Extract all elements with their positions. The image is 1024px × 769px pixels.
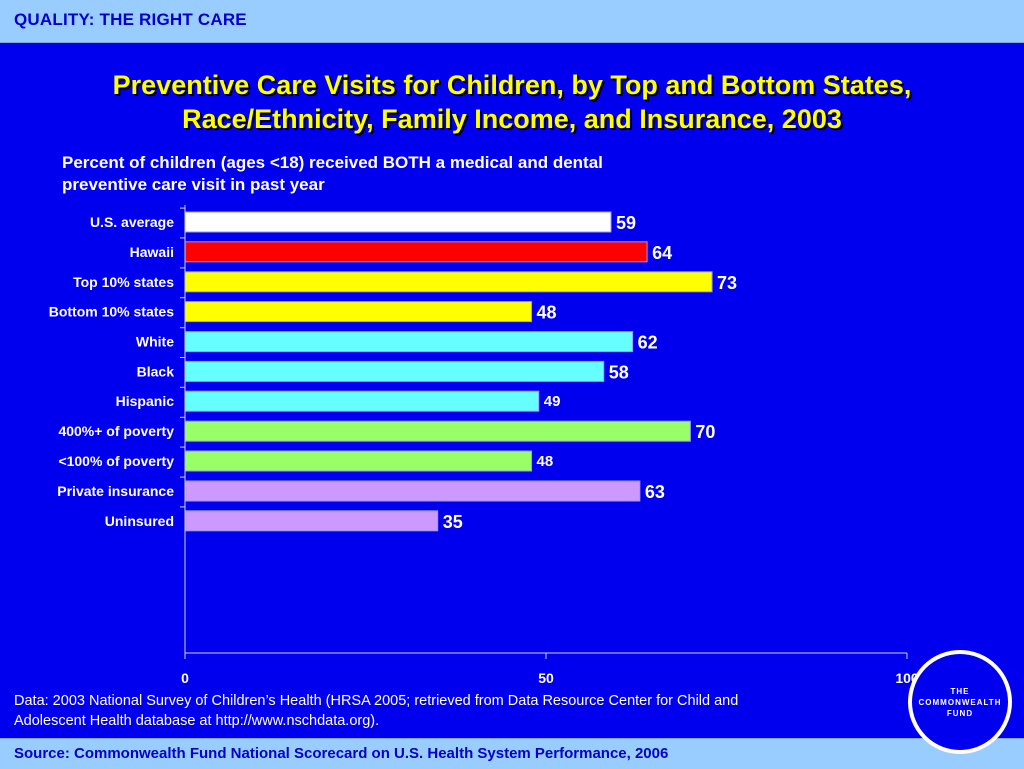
category-label: Hawaii [130, 244, 174, 260]
value-label: 73 [717, 273, 737, 293]
value-label: 48 [537, 303, 557, 323]
value-label: 63 [645, 482, 665, 502]
chart-title: Preventive Care Visits for Children, by … [112, 70, 912, 134]
commonwealth-fund-logo: THE COMMONWEALTH FUND [908, 650, 1012, 754]
category-label: Hispanic [116, 393, 175, 409]
bar-9 [184, 480, 641, 502]
category-label: Black [137, 363, 175, 379]
data-note: Data: 2003 National Survey of Children’s… [14, 693, 739, 729]
bar-8 [184, 450, 533, 472]
category-label: 400%+ of poverty [58, 423, 174, 439]
category-label: U.S. average [90, 214, 174, 230]
bar-5 [184, 360, 605, 382]
value-label: 62 [638, 333, 658, 353]
logo-text: THE COMMONWEALTH FUND [918, 686, 1002, 718]
source-note: Source: Commonwealth Fund National Score… [14, 745, 669, 762]
bar-10 [184, 510, 439, 532]
category-label: Uninsured [105, 513, 174, 529]
value-label: 70 [695, 422, 715, 442]
value-label: 48 [537, 453, 554, 470]
value-label: 35 [443, 512, 463, 532]
value-label: 58 [609, 362, 629, 382]
category-label: Bottom 10% states [49, 304, 174, 320]
value-label: 59 [616, 213, 636, 233]
x-tick-label: 50 [538, 670, 554, 686]
category-label: Top 10% states [73, 274, 174, 290]
category-label: Private insurance [57, 483, 174, 499]
bar-7 [184, 420, 691, 442]
bar-6 [184, 390, 540, 412]
bar-chart: U.S. average 59 Hawaii 64 Top 10% states 73 Bo… [49, 205, 919, 686]
value-label: 64 [652, 243, 672, 263]
x-tick-label: 0 [181, 670, 189, 686]
bar-2 [184, 271, 713, 293]
chart-subtitle: Percent of children (ages <18) received … [62, 153, 603, 194]
bar-3 [184, 301, 533, 323]
bar-0 [184, 211, 612, 233]
bar-1 [184, 241, 648, 263]
category-label: <100% of poverty [58, 453, 174, 469]
category-label: White [136, 334, 174, 350]
footer-bar: Source: Commonwealth Fund National Score… [0, 738, 1024, 769]
header-bar: QUALITY: THE RIGHT CARE [0, 0, 1024, 43]
value-label: 49 [544, 393, 561, 410]
bar-4 [184, 331, 634, 353]
section-label: QUALITY: THE RIGHT CARE [14, 10, 247, 29]
